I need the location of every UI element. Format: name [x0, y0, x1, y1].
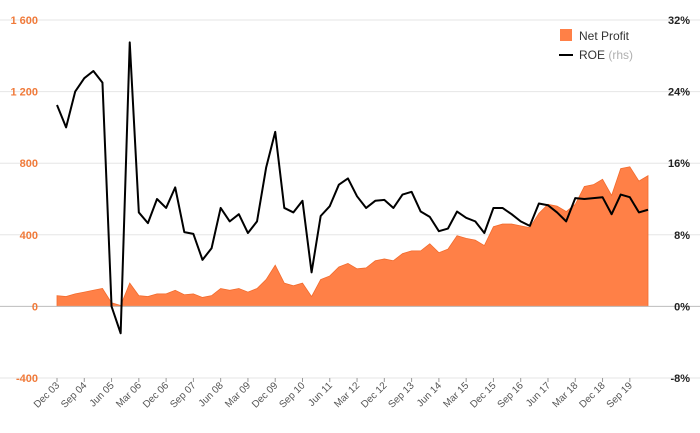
x-tick-label-6: Jun 08 — [197, 380, 226, 409]
right-tick-label-1: 0% — [674, 301, 690, 313]
legend-net-profit-swatch — [560, 29, 572, 41]
x-tick-label-3: Mar 06 — [114, 380, 144, 410]
x-tick-label-7: Mar 09 — [223, 380, 253, 410]
right-tick-label-5: 32% — [668, 15, 690, 27]
left-tick-label-3: 800 — [20, 158, 38, 170]
left-tick-label-2: 400 — [20, 230, 38, 242]
x-tick-label-20: Dec 18 — [577, 380, 607, 410]
x-tick-label-12: Dec 12 — [359, 380, 389, 410]
right-axis-ticks: -8% 0% 8% 16% 24% 32% — [668, 15, 690, 385]
left-tick-label-1: 0 — [32, 301, 38, 313]
left-tick-label-4: 1 200 — [10, 87, 38, 99]
x-tick-label-4: Dec 06 — [141, 380, 171, 410]
x-tick-label-8: Dec 09 — [250, 380, 280, 410]
left-tick-label-0: -400 — [16, 373, 38, 385]
x-tick-label-17: Sep 16 — [496, 380, 526, 410]
left-axis-ticks: -400 0 400 800 1 200 1 600 — [10, 15, 38, 385]
x-tick-label-5: Sep 07 — [168, 380, 198, 410]
x-tick-label-13: Sep 13 — [387, 380, 417, 410]
legend-roe-name: ROE — [579, 48, 605, 62]
x-tick-label-16: Dec 15 — [468, 380, 498, 410]
net-profit-area — [56, 166, 649, 307]
right-tick-label-0: -8% — [670, 373, 690, 385]
x-tick-label-1: Sep 04 — [59, 380, 89, 410]
legend-roe-suffix: (rhs) — [608, 48, 633, 62]
x-tick-label-19: Mar 18 — [551, 380, 581, 410]
x-tick-label-9: Sep 10 — [277, 380, 307, 410]
x-tick-label-14: Jun 14 — [415, 380, 444, 409]
x-tick-label-2: Jun 05 — [88, 380, 117, 409]
roe-line-layer — [56, 41, 649, 335]
x-tick-label-11: Mar 12 — [332, 380, 362, 410]
roe-line — [56, 41, 649, 335]
right-tick-label-2: 8% — [674, 230, 690, 242]
legend-roe-label: ROE (rhs) — [579, 48, 633, 62]
legend-net-profit-label: Net Profit — [579, 29, 630, 43]
x-tick-label-21: Sep 19 — [605, 380, 635, 410]
x-tick-label-18: Jun 17 — [524, 380, 553, 409]
x-tick-label-15: Mar 15 — [441, 380, 471, 410]
left-tick-label-5: 1 600 — [10, 15, 38, 27]
x-tick-label-10: Jun 11 — [306, 380, 335, 409]
net-profit-area-layer — [56, 166, 649, 307]
legend: Net Profit ROE (rhs) — [559, 29, 633, 62]
right-tick-label-4: 24% — [668, 87, 690, 99]
right-tick-label-3: 16% — [668, 158, 690, 170]
